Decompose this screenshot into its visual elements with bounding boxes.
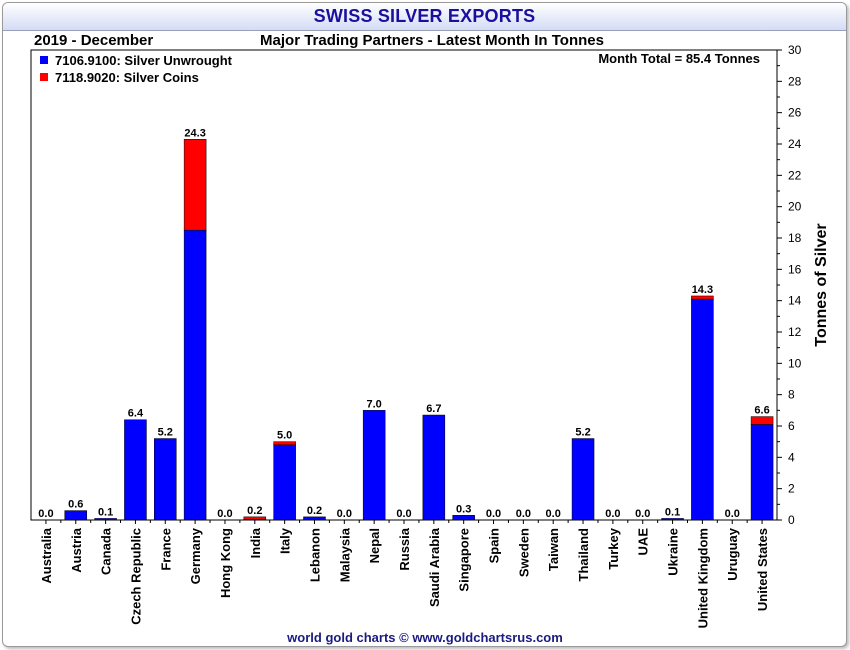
- data-label-uae: 0.0: [635, 508, 650, 520]
- legend: 7106.9100: Silver Unwrought 7118.9020: S…: [40, 53, 233, 85]
- legend-swatch-coins: [40, 73, 48, 81]
- category-label-united-states: United States: [755, 528, 770, 611]
- category-label-united-kingdom: United Kingdom: [695, 528, 710, 628]
- y-tick-label: 22: [788, 168, 802, 182]
- title-bar: SWISS SILVER EXPORTS: [3, 3, 846, 31]
- category-label-uruguay: Uruguay: [725, 527, 740, 581]
- y-tick-label: 8: [788, 388, 795, 402]
- y-tick-label: 2: [788, 482, 795, 496]
- month-total-label: Month Total = 85.4 Tonnes: [598, 51, 760, 66]
- chart-title: SWISS SILVER EXPORTS: [313, 6, 536, 26]
- category-label-czech-republic: Czech Republic: [128, 528, 143, 625]
- data-label-hong-kong: 0.0: [217, 508, 232, 520]
- category-label-australia: Australia: [39, 527, 54, 583]
- data-label-germany: 24.3: [184, 127, 205, 139]
- data-label-malaysia: 0.0: [337, 508, 352, 520]
- category-label-france: France: [158, 528, 173, 571]
- category-label-germany: Germany: [188, 527, 203, 584]
- category-label-malaysia: Malaysia: [337, 527, 352, 582]
- bar-united-states-unwrought: [750, 424, 774, 521]
- bar-saudi-arabia-unwrought: [422, 414, 446, 521]
- y-tick-label: 30: [788, 43, 802, 57]
- data-label-singapore: 0.3: [456, 503, 471, 515]
- category-label-saudi-arabia: Saudi Arabia: [427, 527, 442, 607]
- data-label-taiwan: 0.0: [546, 508, 561, 520]
- bar-austria-unwrought: [64, 510, 88, 521]
- y-axis-label: Tonnes of Silver: [813, 223, 830, 346]
- bar-lebanon-unwrought: [303, 516, 326, 521]
- data-label-turkey: 0.0: [605, 508, 620, 520]
- data-label-united-states: 6.6: [754, 405, 769, 417]
- data-label-saudi-arabia: 6.7: [426, 403, 441, 415]
- data-label-nepal: 7.0: [367, 398, 382, 410]
- bar-united-kingdom-coins: [691, 295, 714, 300]
- bar-singapore-unwrought: [452, 515, 475, 521]
- bar-ukraine-unwrought: [661, 518, 684, 521]
- bar-italy-unwrought: [273, 444, 296, 521]
- category-label-turkey: Turkey: [606, 527, 621, 569]
- category-label-hong-kong: Hong Kong: [218, 528, 233, 598]
- category-label-spain: Spain: [487, 528, 502, 563]
- data-label-spain: 0.0: [486, 508, 501, 520]
- y-tick-label: 4: [788, 450, 795, 464]
- data-label-ukraine: 0.1: [665, 506, 680, 518]
- y-tick-label: 18: [788, 231, 802, 245]
- category-label-sweden: Sweden: [516, 528, 531, 577]
- y-tick-label: 16: [788, 262, 802, 276]
- bar-nepal-unwrought: [362, 410, 386, 521]
- category-label-russia: Russia: [397, 527, 412, 570]
- legend-label-unwrought: 7106.9100: Silver Unwrought: [55, 53, 233, 68]
- bar-germany-coins: [183, 139, 207, 231]
- y-tick-label: 28: [788, 74, 802, 88]
- category-label-nepal: Nepal: [367, 528, 382, 563]
- y-tick-label: 20: [788, 200, 802, 214]
- data-label-czech-republic: 6.4: [128, 408, 144, 420]
- y-tick-label: 0: [788, 513, 795, 527]
- data-label-india: 0.2: [247, 505, 262, 517]
- category-label-uae: UAE: [636, 528, 651, 556]
- y-tick-label: 6: [788, 419, 795, 433]
- category-label-singapore: Singapore: [457, 528, 472, 592]
- y-tick-label: 14: [788, 294, 802, 308]
- data-label-france: 5.2: [158, 427, 173, 439]
- footer-credit: world gold charts © www.goldchartsrus.co…: [287, 630, 563, 645]
- bar-italy-coins: [273, 441, 296, 446]
- legend-swatch-unwrought: [40, 56, 48, 64]
- category-label-lebanon: Lebanon: [307, 528, 322, 582]
- bar-united-kingdom-unwrought: [691, 298, 714, 521]
- bar-czech-republic-unwrought: [124, 419, 147, 521]
- category-label-austria: Austria: [69, 527, 84, 573]
- y-tick-label: 10: [788, 356, 802, 370]
- bar-canada-unwrought: [94, 518, 117, 521]
- category-label-india: India: [248, 527, 263, 558]
- category-label-canada: Canada: [99, 527, 114, 575]
- chart-subtitle: Major Trading Partners - Latest Month In…: [260, 32, 604, 49]
- data-label-united-kingdom: 14.3: [692, 284, 713, 296]
- bar-united-states-coins: [750, 416, 774, 425]
- data-label-lebanon: 0.2: [307, 505, 322, 517]
- y-tick-label: 26: [788, 106, 802, 120]
- data-label-russia: 0.0: [396, 508, 411, 520]
- y-tick-label: 24: [788, 137, 802, 151]
- legend-label-coins: 7118.9020: Silver Coins: [55, 70, 199, 85]
- category-label-thailand: Thailand: [576, 528, 591, 582]
- period-label: 2019 - December: [34, 32, 153, 49]
- bar-france-unwrought: [154, 438, 177, 521]
- category-label-taiwan: Taiwan: [546, 528, 561, 571]
- category-label-ukraine: Ukraine: [666, 528, 681, 576]
- data-label-australia: 0.0: [38, 508, 53, 520]
- data-label-austria: 0.6: [68, 499, 83, 511]
- data-label-sweden: 0.0: [516, 508, 531, 520]
- data-label-uruguay: 0.0: [725, 508, 740, 520]
- data-label-thailand: 5.2: [575, 427, 590, 439]
- bar-india-coins: [243, 516, 267, 520]
- data-label-italy: 5.0: [277, 430, 292, 442]
- category-label-italy: Italy: [278, 527, 293, 554]
- data-label-canada: 0.1: [98, 506, 113, 518]
- y-tick-label: 12: [788, 325, 802, 339]
- bar-germany-unwrought: [183, 229, 207, 521]
- bar-thailand-unwrought: [571, 438, 595, 521]
